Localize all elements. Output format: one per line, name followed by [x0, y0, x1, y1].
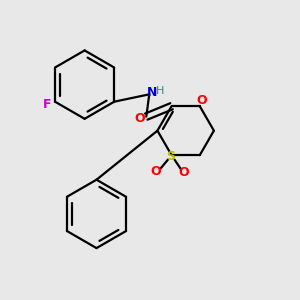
Text: O: O [178, 166, 189, 179]
Text: S: S [166, 150, 175, 163]
Text: O: O [197, 94, 208, 107]
Text: O: O [150, 165, 160, 178]
Text: H: H [156, 86, 165, 96]
Text: N: N [146, 86, 157, 99]
Text: F: F [43, 98, 52, 111]
Text: O: O [134, 112, 145, 124]
